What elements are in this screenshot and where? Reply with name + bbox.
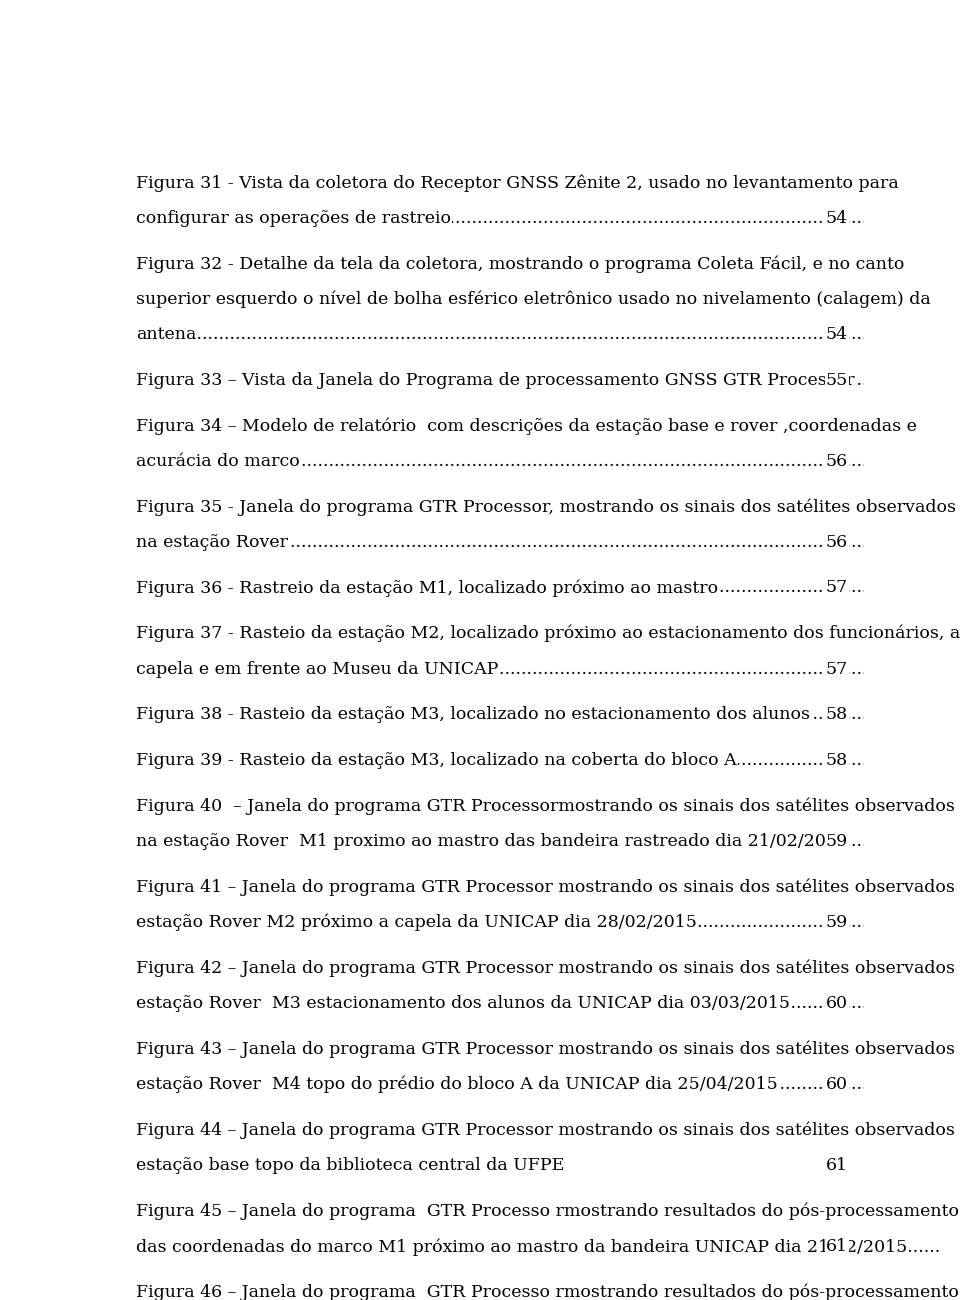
Text: ................................................................................: ........................................… xyxy=(136,326,960,343)
Text: 57: 57 xyxy=(826,580,848,597)
Text: ................................................................................: ........................................… xyxy=(136,209,960,226)
Text: ................................................................................: ........................................… xyxy=(136,452,960,469)
Text: Figura 39 - Rasteio da estação M3, localizado na coberta do bloco A: Figura 39 - Rasteio da estação M3, local… xyxy=(136,751,737,768)
Text: ................................................................................: ........................................… xyxy=(136,751,960,768)
Text: 57: 57 xyxy=(826,660,848,677)
Text: estação base topo da biblioteca central da UFPE: estação base topo da biblioteca central … xyxy=(136,1157,564,1174)
Text: ................................................................................: ........................................… xyxy=(136,706,960,723)
Text: ................................................................................: ........................................… xyxy=(136,580,960,597)
Text: acurácia do marco: acurácia do marco xyxy=(136,452,300,469)
Text: Figura 40  – Janela do programa GTR Processormostrando os sinais dos satélites o: Figura 40 – Janela do programa GTR Proce… xyxy=(136,797,955,815)
Text: na estação Rover  M1 proximo ao mastro das bandeira rastreado dia 21/02/2015: na estação Rover M1 proximo ao mastro da… xyxy=(136,833,849,850)
Text: ................................................................................: ........................................… xyxy=(136,534,960,551)
Text: configurar as operações de rastreio: configurar as operações de rastreio xyxy=(136,209,451,226)
Text: 54: 54 xyxy=(826,209,848,226)
Text: Figura 38 - Rasteio da estação M3, localizado no estacionamento dos alunos: Figura 38 - Rasteio da estação M3, local… xyxy=(136,706,810,723)
Text: Figura 34 – Modelo de relatório  com descrições da estação base e rover ,coorden: Figura 34 – Modelo de relatório com desc… xyxy=(136,417,917,434)
Text: ................................................................................: ........................................… xyxy=(136,1076,960,1093)
Text: 61: 61 xyxy=(826,1157,848,1174)
Text: Figura 46 – Janela do programa  GTR Processo rmostrando resultados do pós-proces: Figura 46 – Janela do programa GTR Proce… xyxy=(136,1283,959,1300)
Text: Figura 36 - Rastreio da estação M1, localizado próximo ao mastro: Figura 36 - Rastreio da estação M1, loca… xyxy=(136,580,718,597)
Text: ................................................................................: ........................................… xyxy=(136,1238,960,1254)
Text: Figura 31 - Vista da coletora do Receptor GNSS Zênite 2, usado no levantamento p: Figura 31 - Vista da coletora do Recepto… xyxy=(136,174,900,191)
Text: 60: 60 xyxy=(826,994,848,1011)
Text: Figura 45 – Janela do programa  GTR Processo rmostrando resultados do pós-proces: Figura 45 – Janela do programa GTR Proce… xyxy=(136,1202,959,1219)
Text: ................................................................................: ........................................… xyxy=(136,1157,960,1174)
Text: Figura 32 - Detalhe da tela da coletora, mostrando o programa Coleta Fácil, e no: Figura 32 - Detalhe da tela da coletora,… xyxy=(136,255,904,273)
Text: Figura 42 – Janela do programa GTR Processor mostrando os sinais dos satélites o: Figura 42 – Janela do programa GTR Proce… xyxy=(136,959,955,976)
Text: 58: 58 xyxy=(826,751,848,768)
Text: estação Rover M2 próximo a capela da UNICAP dia 28/02/2015: estação Rover M2 próximo a capela da UNI… xyxy=(136,914,697,931)
Text: estação Rover  M4 topo do prédio do bloco A da UNICAP dia 25/04/2015: estação Rover M4 topo do prédio do bloco… xyxy=(136,1076,779,1093)
Text: superior esquerdo o nível de bolha esférico eletrônico usado no nivelamento (cal: superior esquerdo o nível de bolha esfér… xyxy=(136,291,931,308)
Text: na estação Rover: na estação Rover xyxy=(136,534,288,551)
Text: ................................................................................: ........................................… xyxy=(136,914,960,931)
Text: ................................................................................: ........................................… xyxy=(136,833,960,850)
Text: 55: 55 xyxy=(826,372,848,389)
Text: 54: 54 xyxy=(826,326,848,343)
Text: Figura 43 – Janela do programa GTR Processor mostrando os sinais dos satélites o: Figura 43 – Janela do programa GTR Proce… xyxy=(136,1040,955,1058)
Text: 61: 61 xyxy=(826,1238,848,1254)
Text: 56: 56 xyxy=(826,452,848,469)
Text: capela e em frente ao Museu da UNICAP: capela e em frente ao Museu da UNICAP xyxy=(136,660,499,677)
Text: das coordenadas do marco M1 próximo ao mastro da bandeira UNICAP dia 21/02/2015.: das coordenadas do marco M1 próximo ao m… xyxy=(136,1238,941,1256)
Text: ................................................................................: ........................................… xyxy=(136,660,960,677)
Text: ................................................................................: ........................................… xyxy=(136,994,960,1011)
Text: Figura 35 - Janela do programa GTR Processor, mostrando os sinais dos satélites : Figura 35 - Janela do programa GTR Proce… xyxy=(136,498,956,516)
Text: 59: 59 xyxy=(826,914,848,931)
Text: ................................................................................: ........................................… xyxy=(136,372,960,389)
Text: Figura 33 – Vista da Janela do Programa de processamento GNSS GTR Processor: Figura 33 – Vista da Janela do Programa … xyxy=(136,372,855,389)
Text: 59: 59 xyxy=(826,833,848,850)
Text: 60: 60 xyxy=(826,1076,848,1093)
Text: Figura 44 – Janela do programa GTR Processor mostrando os sinais dos satélites o: Figura 44 – Janela do programa GTR Proce… xyxy=(136,1122,955,1139)
Text: Figura 37 - Rasteio da estação M2, localizado próximo ao estacionamento dos func: Figura 37 - Rasteio da estação M2, local… xyxy=(136,625,960,642)
Text: estação Rover  M3 estacionamento dos alunos da UNICAP dia 03/03/2015: estação Rover M3 estacionamento dos alun… xyxy=(136,994,790,1011)
Text: 56: 56 xyxy=(826,534,848,551)
Text: 58: 58 xyxy=(826,706,848,723)
Text: Figura 41 – Janela do programa GTR Processor mostrando os sinais dos satélites o: Figura 41 – Janela do programa GTR Proce… xyxy=(136,879,955,896)
Text: antena: antena xyxy=(136,326,197,343)
